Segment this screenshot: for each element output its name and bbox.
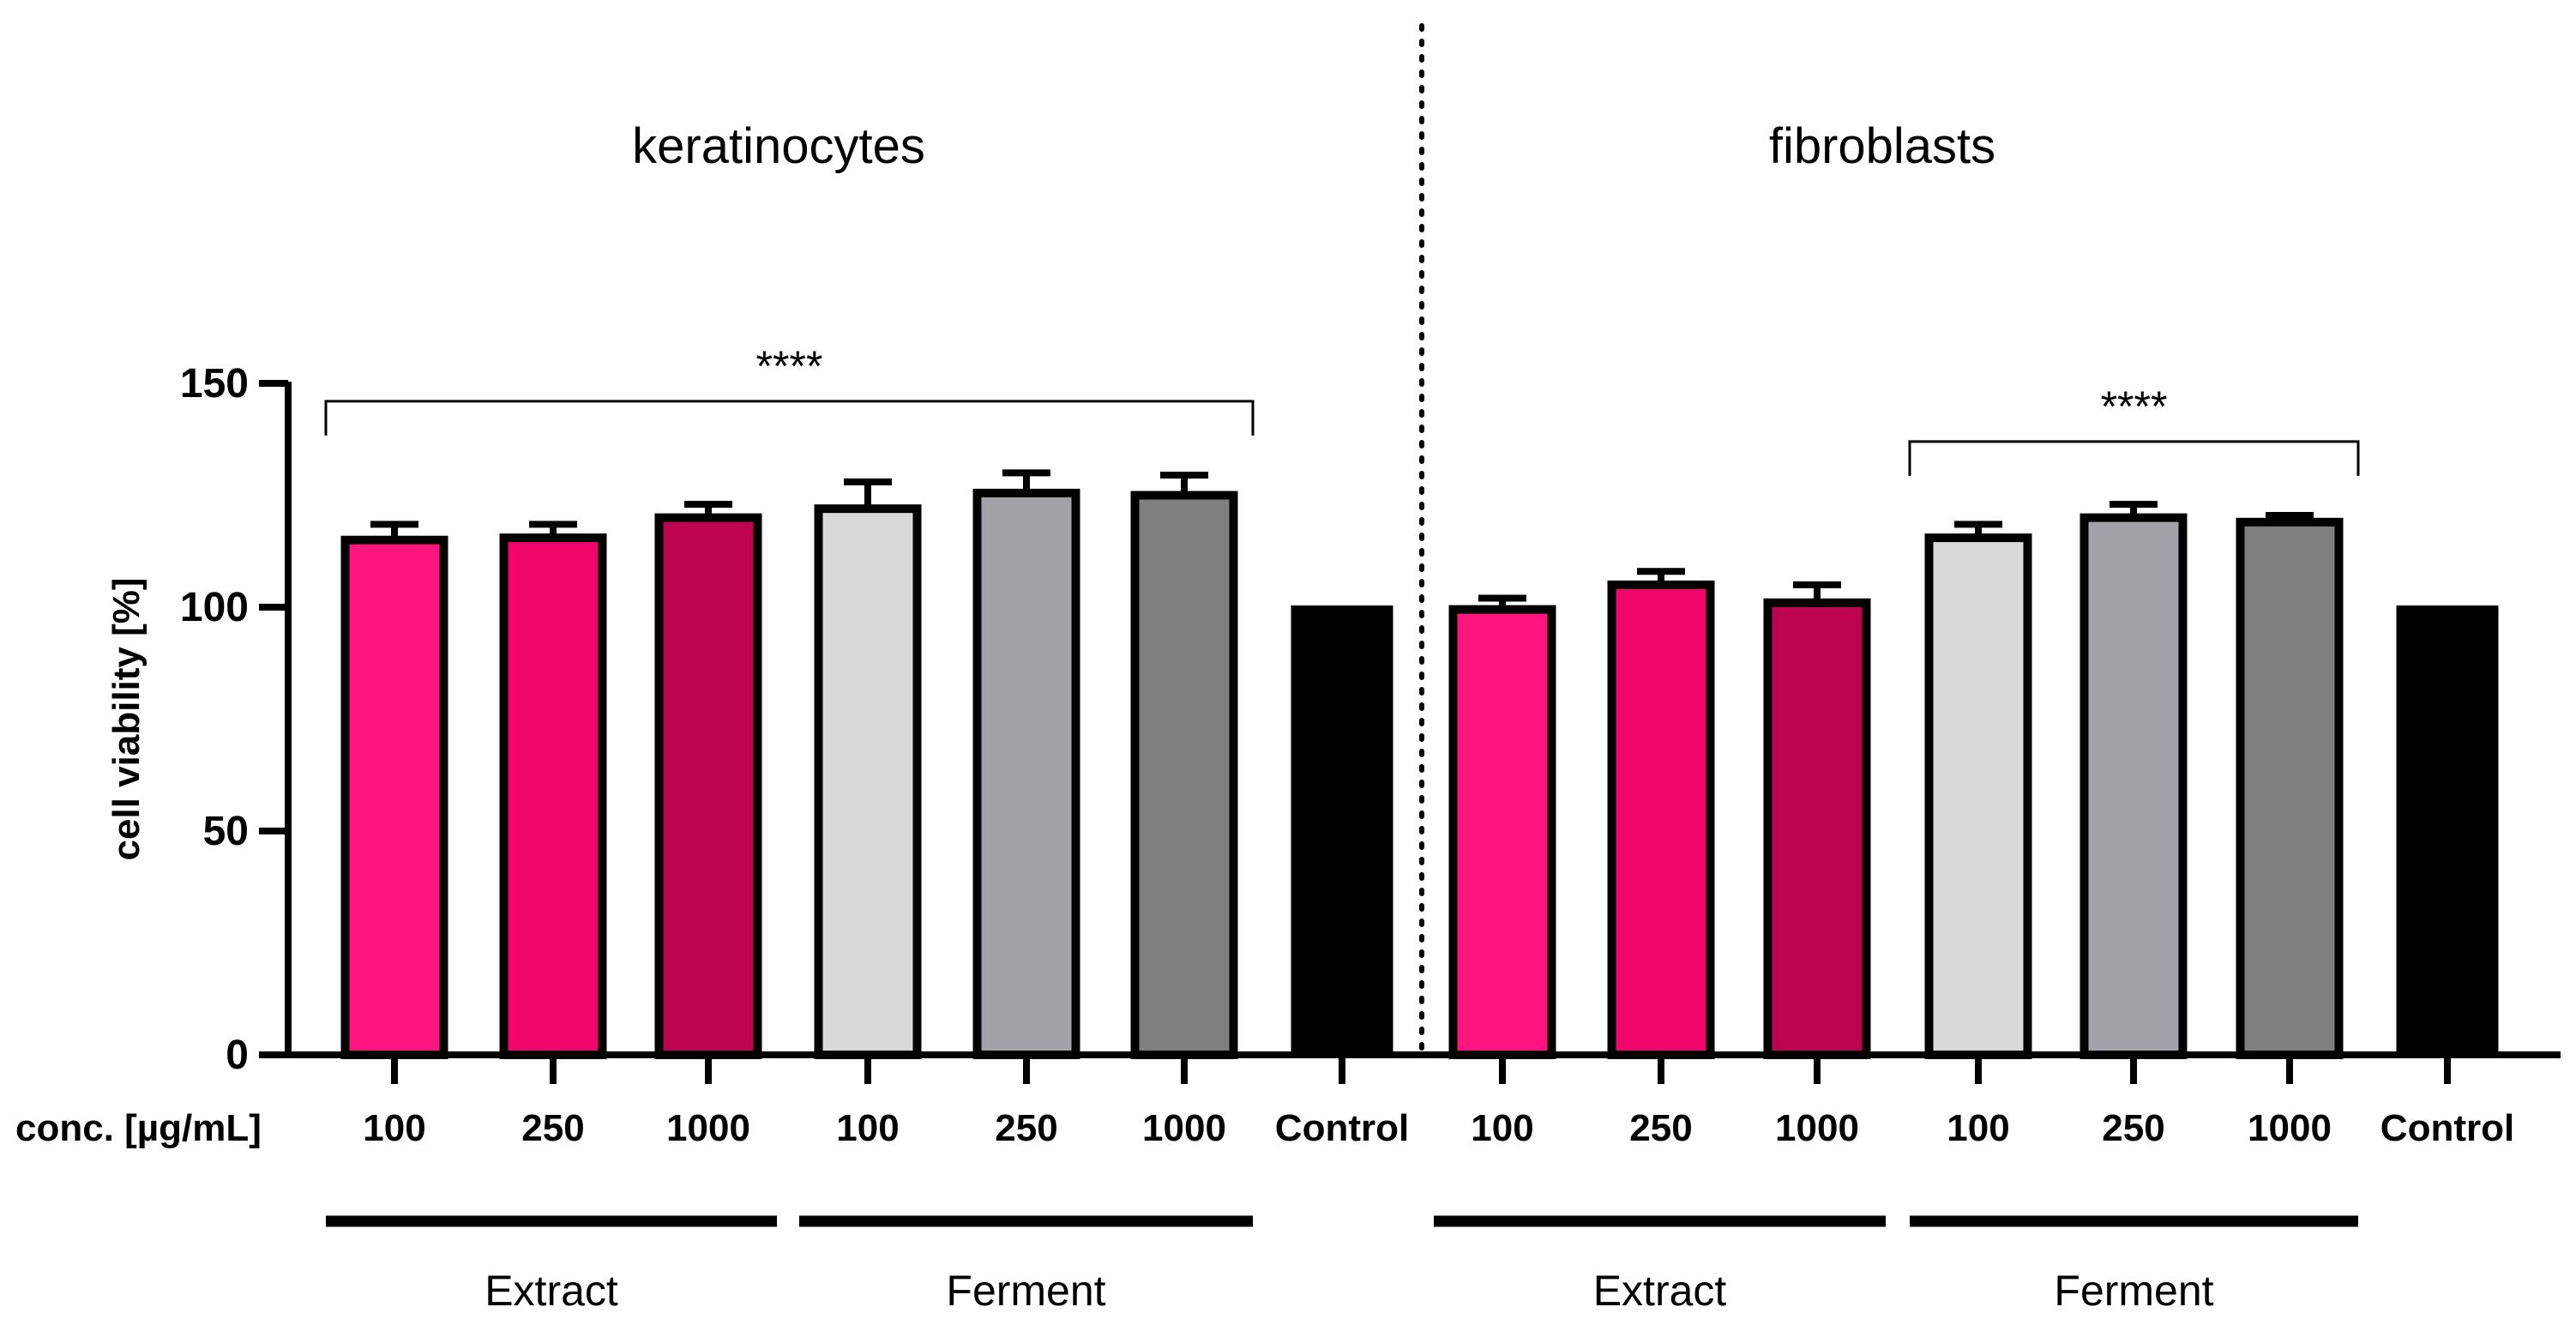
group-label: Extract bbox=[485, 1267, 618, 1315]
bar bbox=[340, 535, 448, 1059]
significance-label: **** bbox=[2101, 382, 2168, 431]
x-tick-label: 100 bbox=[363, 1107, 425, 1149]
bar bbox=[2236, 517, 2344, 1059]
group-label: Ferment bbox=[946, 1267, 1105, 1315]
bar bbox=[1763, 598, 1871, 1059]
panel-title: fibroblasts bbox=[1769, 118, 1995, 174]
x-tick-label: 1000 bbox=[666, 1107, 750, 1149]
x-tick-label: 100 bbox=[1471, 1107, 1533, 1149]
x-tick-label: 1000 bbox=[2248, 1107, 2332, 1149]
panel-title: keratinocytes bbox=[632, 118, 925, 174]
bar bbox=[654, 513, 762, 1059]
group-label: Ferment bbox=[2054, 1267, 2213, 1315]
bar bbox=[1130, 491, 1238, 1059]
panel-fibroblasts: fibroblasts 100 250 1000 100 250 1000 Control Ex… bbox=[1434, 118, 2514, 1315]
significance-bracket bbox=[324, 400, 1255, 436]
panel-keratinocytes: keratinocytes 100 250 1000 100 250 1000 Control… bbox=[324, 118, 1409, 1315]
x-tick-label: 250 bbox=[2102, 1107, 2164, 1149]
bar bbox=[1924, 533, 2032, 1059]
bar bbox=[1291, 605, 1393, 1057]
bar bbox=[1607, 580, 1715, 1059]
bar bbox=[2396, 605, 2499, 1057]
x-tick-label: 100 bbox=[1947, 1107, 2009, 1149]
bar bbox=[1448, 605, 1556, 1059]
group-label: Extract bbox=[1593, 1267, 1727, 1315]
bar bbox=[499, 533, 607, 1059]
x-tick-label: 250 bbox=[1629, 1107, 1692, 1149]
x-tick-label: 100 bbox=[836, 1107, 899, 1149]
x-tick-label: Control bbox=[1275, 1107, 1409, 1149]
x-tick-label: 1000 bbox=[1142, 1107, 1226, 1149]
y-tick-label: 150 bbox=[180, 361, 249, 407]
x-tick-label: 250 bbox=[995, 1107, 1057, 1149]
y-tick-label: 0 bbox=[226, 1033, 249, 1078]
x-tick-label: 1000 bbox=[1775, 1107, 1859, 1149]
bar bbox=[2079, 513, 2188, 1059]
y-tick-label: 50 bbox=[203, 809, 249, 854]
bar bbox=[814, 504, 922, 1059]
y-tick-label: 100 bbox=[180, 585, 249, 630]
x-row-label: conc. [µg/mL] bbox=[15, 1107, 262, 1149]
bar bbox=[972, 488, 1080, 1059]
significance-bracket bbox=[1908, 440, 2360, 476]
significance-label: **** bbox=[756, 342, 823, 390]
y-axis-label: cell viability [%] bbox=[105, 577, 147, 860]
x-tick-label: 250 bbox=[521, 1107, 584, 1149]
x-tick-label: Control bbox=[2380, 1107, 2514, 1149]
